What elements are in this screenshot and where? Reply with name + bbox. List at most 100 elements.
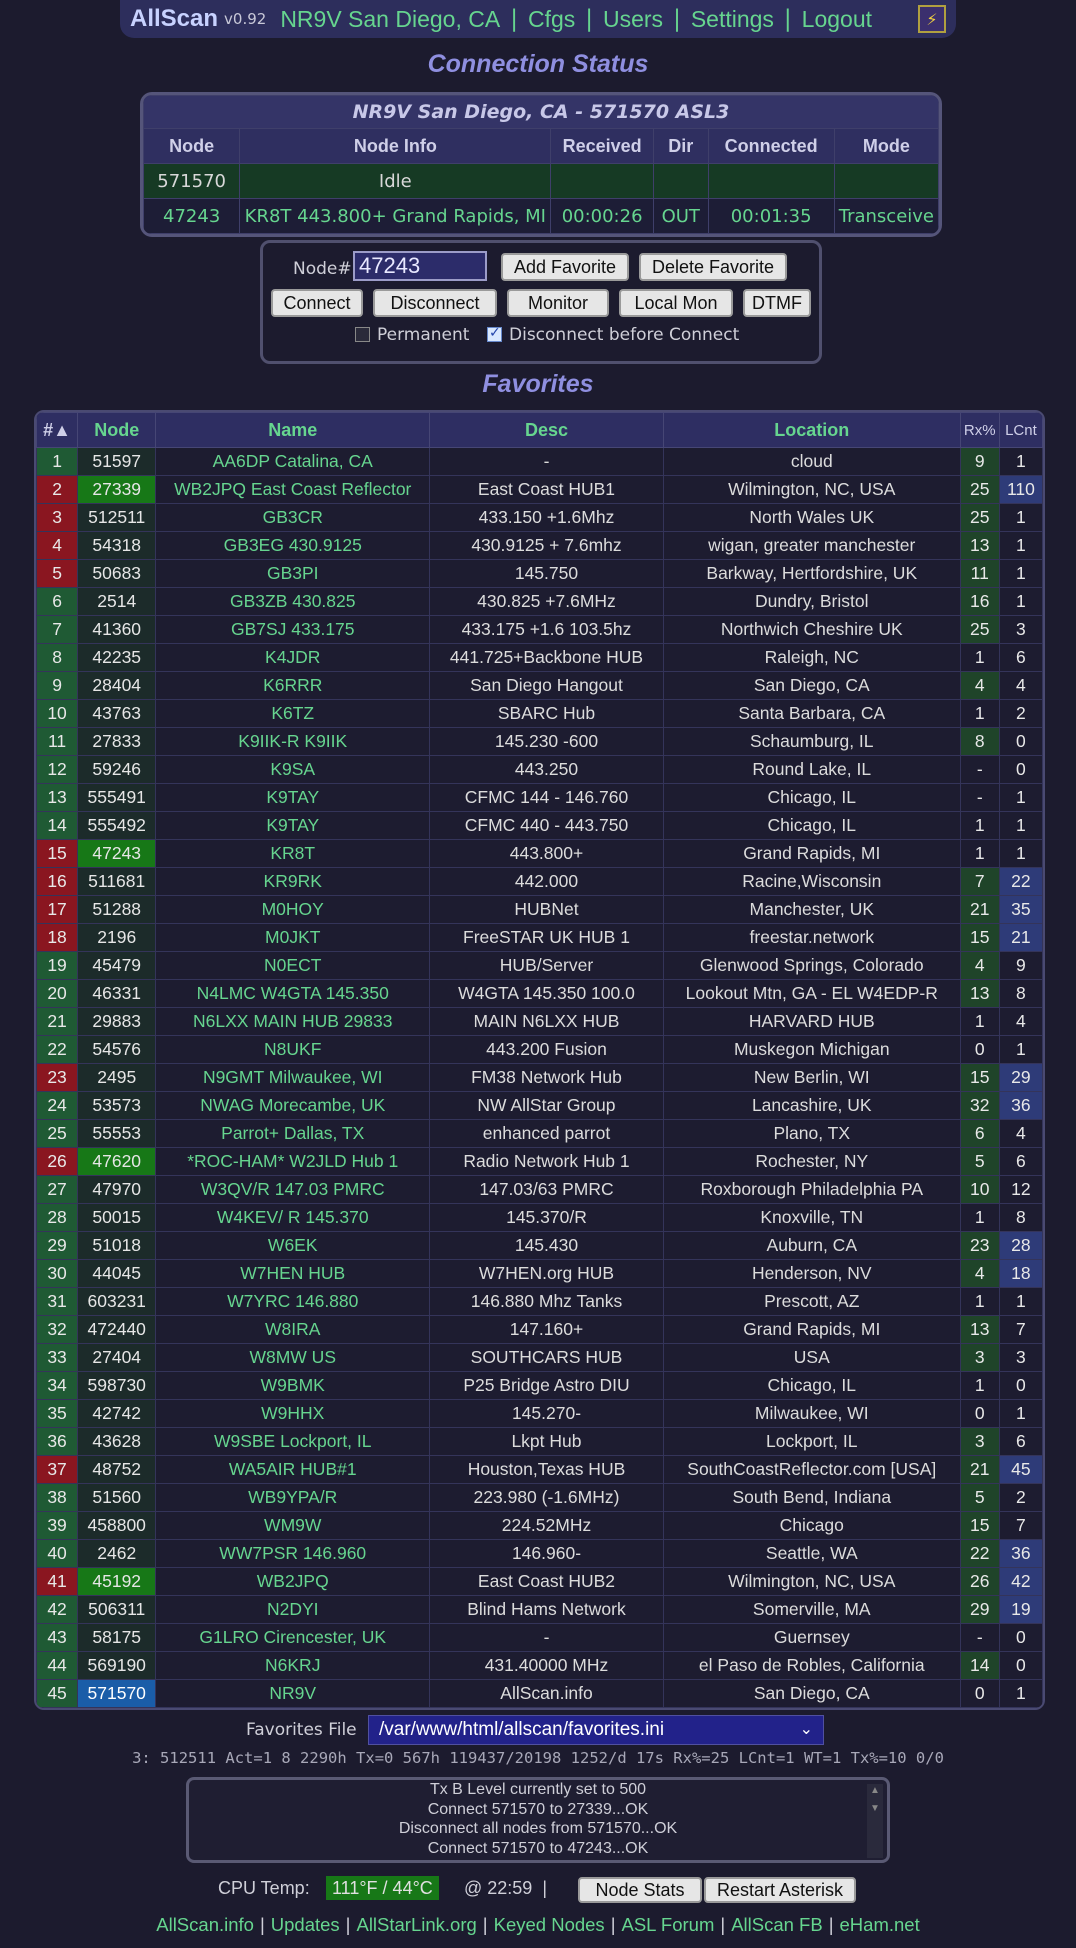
favorite-row[interactable]: 3 512511 GB3CR 433.150 +1.6Mhz North Wales U… bbox=[36, 503, 1043, 532]
favorite-row[interactable]: 10 43763 K6TZ SBARC Hub Santa Barbara, CA 1 2 bbox=[36, 699, 1043, 728]
favorite-name[interactable]: W3QV/R 147.03 PMRC bbox=[155, 1175, 431, 1204]
favorite-row[interactable]: 40 2462 WW7PSR 146.960 146.960- Seattle, WA 2… bbox=[36, 1539, 1043, 1568]
favorite-row[interactable]: 11 27833 K9IIK-R K9IIK 145.230 -600 Schaumbu… bbox=[36, 727, 1043, 756]
favorite-node[interactable]: 27339 bbox=[77, 475, 157, 504]
favorite-node[interactable]: 44045 bbox=[77, 1259, 157, 1288]
log-scrollbar[interactable]: ▲ ▼ bbox=[867, 1784, 883, 1858]
favorite-name[interactable]: AA6DP Catalina, CA bbox=[155, 447, 431, 476]
favorite-name[interactable]: *ROC-HAM* W2JLD Hub 1 bbox=[155, 1147, 431, 1176]
favorite-row[interactable]: 4 54318 GB3EG 430.9125 430.9125 + 7.6mhz wig… bbox=[36, 531, 1043, 560]
favorite-name[interactable]: N6LXX MAIN HUB 29833 bbox=[155, 1007, 431, 1036]
favorite-row[interactable]: 22 54576 N8UKF 443.200 Fusion Muskegon Michi… bbox=[36, 1035, 1043, 1064]
favorite-row[interactable]: 26 47620 *ROC-HAM* W2JLD Hub 1 Radio Networ… bbox=[36, 1147, 1043, 1176]
footer-link-allscan-fb[interactable]: AllScan FB bbox=[731, 1914, 823, 1935]
favorite-node[interactable]: 54318 bbox=[77, 531, 157, 560]
lightning-icon[interactable]: ⚡ bbox=[918, 5, 946, 33]
restart-asterisk-button[interactable]: Restart Asterisk bbox=[704, 1877, 856, 1903]
local-mon-button[interactable]: Local Mon bbox=[619, 289, 733, 317]
favorite-name[interactable]: N0ECT bbox=[155, 951, 431, 980]
favorite-row[interactable]: 34 598730 W9BMK P25 Bridge Astro DIU Chicago… bbox=[36, 1371, 1043, 1400]
favorite-node[interactable]: 603231 bbox=[77, 1287, 157, 1316]
favorite-row[interactable]: 41 45192 WB2JPQ East Coast HUB2 Wilmington, … bbox=[36, 1567, 1043, 1596]
favorite-node[interactable]: 51288 bbox=[77, 895, 157, 924]
favorite-name[interactable]: W7YRC 146.880 bbox=[155, 1287, 431, 1316]
favorite-name[interactable]: WB2JPQ bbox=[155, 1567, 431, 1596]
favorite-name[interactable]: N4LMC W4GTA 145.350 bbox=[155, 979, 431, 1008]
favorite-row[interactable]: 23 2495 N9GMT Milwaukee, WI FM38 Network Hu… bbox=[36, 1063, 1043, 1092]
favorite-row[interactable]: 24 53573 NWAG Morecambe, UK NW AllStar Grou… bbox=[36, 1091, 1043, 1120]
favorites-file-select[interactable]: /var/www/html/allscan/favorites.ini ⌄ bbox=[368, 1715, 824, 1745]
favorite-name[interactable]: W9HHX bbox=[155, 1399, 431, 1428]
favorite-row[interactable]: 38 51560 WB9YPA/R 223.980 (-1.6MHz) South Be… bbox=[36, 1483, 1043, 1512]
nav-link-node[interactable]: NR9V San Diego, CA bbox=[280, 5, 501, 32]
favorite-name[interactable]: N9GMT Milwaukee, WI bbox=[155, 1063, 431, 1092]
favorite-node[interactable]: 2196 bbox=[77, 923, 157, 952]
favorite-node[interactable]: 47970 bbox=[77, 1175, 157, 1204]
disconnect-button[interactable]: Disconnect bbox=[373, 289, 497, 317]
status-log[interactable]: Tx B Level currently set to 500 Connect … bbox=[186, 1777, 890, 1863]
disconnect-before-connect-checkbox[interactable] bbox=[487, 325, 502, 342]
favorite-name[interactable]: WA5AIR HUB#1 bbox=[155, 1455, 431, 1484]
favorite-name[interactable]: W9SBE Lockport, IL bbox=[155, 1427, 431, 1456]
favorite-row[interactable]: 5 50683 GB3PI 145.750 Barkway, Hertfordshire… bbox=[36, 559, 1043, 588]
favorite-name[interactable]: WW7PSR 146.960 bbox=[155, 1539, 431, 1568]
favorite-row[interactable]: 16 511681 KR9RK 442.000 Racine,Wisconsin 7 22 bbox=[36, 867, 1043, 896]
favorite-node[interactable]: 458800 bbox=[77, 1511, 157, 1540]
node-number-input[interactable]: 47243 bbox=[353, 251, 487, 281]
favorite-name[interactable]: GB3CR bbox=[155, 503, 431, 532]
favorite-node[interactable]: 47620 bbox=[77, 1147, 157, 1176]
favorite-node[interactable]: 29883 bbox=[77, 1007, 157, 1036]
favorite-name[interactable]: G1LRO Cirencester, UK bbox=[155, 1623, 431, 1652]
favorite-node[interactable]: 51560 bbox=[77, 1483, 157, 1512]
favorite-node[interactable]: 54576 bbox=[77, 1035, 157, 1064]
col-location[interactable]: Location bbox=[662, 412, 961, 448]
favorite-row[interactable]: 35 42742 W9HHX 145.270- Milwaukee, WI 0 1 bbox=[36, 1399, 1043, 1428]
favorite-name[interactable]: W9BMK bbox=[155, 1371, 431, 1400]
favorite-row[interactable]: 43 58175 G1LRO Cirencester, UK - Guernsey -0 bbox=[36, 1623, 1043, 1652]
favorite-row[interactable]: 17 51288 M0HOY HUBNet Manchester, UK 21 35 bbox=[36, 895, 1043, 924]
favorite-row[interactable]: 20 46331 N4LMC W4GTA 145.350 W4GTA 145.350 … bbox=[36, 979, 1043, 1008]
nav-link-users[interactable]: Users bbox=[603, 5, 664, 32]
favorite-row[interactable]: 36 43628 W9SBE Lockport, IL Lkpt Hub Lockpor… bbox=[36, 1427, 1043, 1456]
favorite-node[interactable]: 59246 bbox=[77, 755, 157, 784]
favorite-row[interactable]: 25 55553 Parrot+ Dallas, TX enhanced parrot… bbox=[36, 1119, 1043, 1148]
favorite-row[interactable]: 33 27404 W8MW US SOUTHCARS HUB USA 3 3 bbox=[36, 1343, 1043, 1372]
favorite-row[interactable]: 30 44045 W7HEN HUB W7HEN.org HUB Henderson, … bbox=[36, 1259, 1043, 1288]
permanent-checkbox[interactable] bbox=[355, 327, 370, 342]
favorite-node[interactable]: 27404 bbox=[77, 1343, 157, 1372]
favorite-node[interactable]: 53573 bbox=[77, 1091, 157, 1120]
favorite-name[interactable]: GB3PI bbox=[155, 559, 431, 588]
nav-link-cfgs[interactable]: Cfgs bbox=[527, 5, 576, 32]
favorite-node[interactable]: 569190 bbox=[77, 1651, 157, 1680]
favorite-node[interactable]: 41360 bbox=[77, 615, 157, 644]
favorite-row[interactable]: 21 29883 N6LXX MAIN HUB 29833 MAIN N6LXX HU… bbox=[36, 1007, 1043, 1036]
favorite-node[interactable]: 45192 bbox=[77, 1567, 157, 1596]
nav-link-settings[interactable]: Settings bbox=[690, 5, 774, 32]
favorite-name[interactable]: W8IRA bbox=[155, 1315, 431, 1344]
footer-link-updates[interactable]: Updates bbox=[270, 1914, 340, 1935]
favorite-name[interactable]: K9TAY bbox=[155, 783, 431, 812]
footer-link-eham[interactable]: eHam.net bbox=[839, 1914, 920, 1935]
favorite-row[interactable]: 9 28404 K6RRR San Diego Hangout San Diego, C… bbox=[36, 671, 1043, 700]
favorite-node[interactable]: 512511 bbox=[77, 503, 157, 532]
brand-logo[interactable]: AllScan bbox=[130, 5, 219, 32]
scroll-down-icon[interactable]: ▼ bbox=[870, 1803, 880, 1814]
favorite-row[interactable]: 39 458800 WM9W 224.52MHz Chicago 15 7 bbox=[36, 1511, 1043, 1540]
favorite-name[interactable]: Parrot+ Dallas, TX bbox=[155, 1119, 431, 1148]
favorite-node[interactable]: 571570 bbox=[77, 1679, 157, 1708]
favorite-row[interactable]: 19 45479 N0ECT HUB/Server Glenwood Springs, … bbox=[36, 951, 1043, 980]
favorite-node[interactable]: 55553 bbox=[77, 1119, 157, 1148]
footer-link-allstarlink[interactable]: AllStarLink.org bbox=[356, 1914, 477, 1935]
col-index-sort[interactable]: #▲ bbox=[36, 412, 79, 448]
favorite-row[interactable]: 6 2514 GB3ZB 430.825 430.825 +7.6MHz Dundry,… bbox=[36, 587, 1043, 616]
favorite-name[interactable]: W4KEV/ R 145.370 bbox=[155, 1203, 431, 1232]
favorite-node[interactable]: 45479 bbox=[77, 951, 157, 980]
favorite-node[interactable]: 51018 bbox=[77, 1231, 157, 1260]
favorite-name[interactable]: W8MW US bbox=[155, 1343, 431, 1372]
favorite-name[interactable]: M0JKT bbox=[155, 923, 431, 952]
col-rx-percent[interactable]: Rx% bbox=[959, 412, 1000, 448]
favorite-node[interactable]: 598730 bbox=[77, 1371, 157, 1400]
favorite-name[interactable]: N2DYI bbox=[155, 1595, 431, 1624]
favorite-name[interactable]: KR8T bbox=[155, 839, 431, 868]
favorite-row[interactable]: 32 472440 W8IRA 147.160+ Grand Rapids, MI 13 7 bbox=[36, 1315, 1043, 1344]
